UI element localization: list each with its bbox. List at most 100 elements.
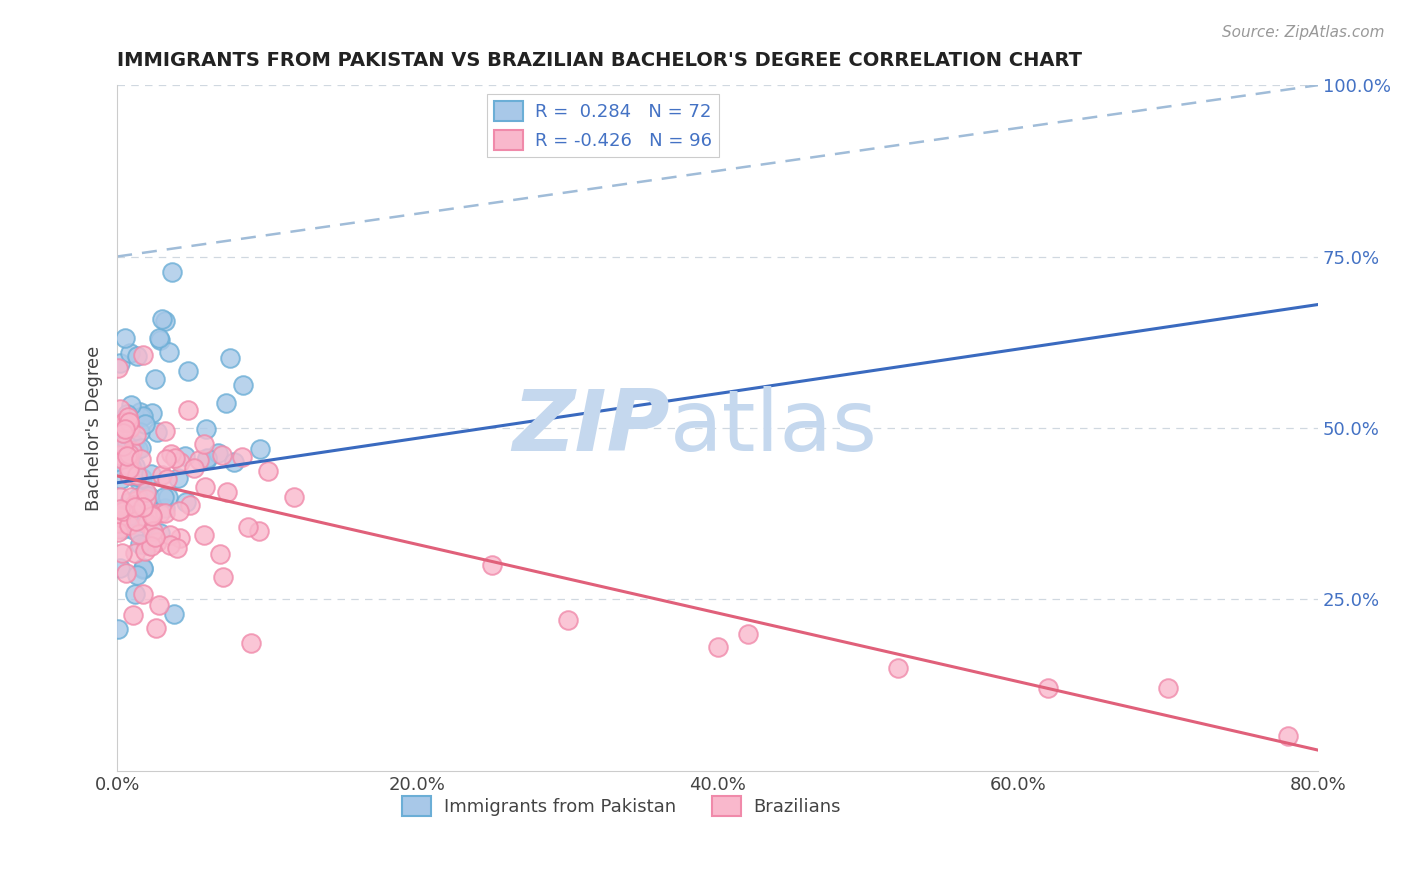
Point [111, 426, 134, 441]
Point [135, 491, 157, 506]
Point [111, 503, 134, 517]
Point [232, 378, 254, 392]
Point [107, 522, 129, 536]
Point [128, 474, 150, 488]
Point [117, 410, 139, 425]
Point [107, 448, 129, 462]
Point [131, 452, 153, 467]
Point [117, 415, 139, 429]
Point [107, 622, 129, 636]
Point [152, 490, 174, 504]
Point [159, 528, 181, 542]
Point [247, 524, 270, 539]
Point [153, 424, 176, 438]
Point [145, 621, 167, 635]
Point [159, 538, 181, 552]
Point [143, 530, 166, 544]
Point [557, 613, 579, 627]
Point [193, 437, 215, 451]
Point [207, 446, 229, 460]
Point [155, 314, 177, 328]
Point [176, 403, 198, 417]
Point [222, 454, 245, 468]
Point [112, 439, 135, 453]
Point [115, 450, 138, 464]
Point [114, 422, 136, 436]
Point [112, 504, 135, 518]
Point [160, 447, 183, 461]
Point [111, 546, 134, 560]
Point [163, 451, 186, 466]
Point [115, 444, 138, 458]
Point [218, 351, 240, 365]
Point [176, 495, 198, 509]
Point [107, 361, 129, 376]
Point [120, 490, 142, 504]
Point [169, 455, 191, 469]
Point [108, 505, 131, 519]
Point [193, 480, 215, 494]
Point [208, 547, 231, 561]
Point [141, 508, 163, 523]
Point [134, 488, 156, 502]
Point [146, 425, 169, 440]
Point [134, 417, 156, 431]
Point [127, 349, 149, 363]
Point [211, 570, 233, 584]
Point [122, 437, 145, 451]
Point [122, 498, 145, 512]
Point [138, 489, 160, 503]
Point [110, 451, 132, 466]
Point [121, 443, 143, 458]
Point [174, 449, 197, 463]
Point [141, 406, 163, 420]
Point [179, 499, 201, 513]
Point [160, 265, 183, 279]
Point [108, 356, 131, 370]
Point [136, 516, 159, 530]
Point [108, 514, 131, 528]
Point [128, 536, 150, 550]
Point [169, 531, 191, 545]
Point [118, 495, 141, 509]
Point [122, 607, 145, 622]
Point [108, 561, 131, 575]
Point [131, 348, 153, 362]
Point [157, 345, 180, 359]
Point [118, 509, 141, 524]
Point [150, 467, 173, 482]
Point [118, 421, 141, 435]
Point [107, 460, 129, 475]
Point [128, 405, 150, 419]
Point [155, 452, 177, 467]
Point [127, 442, 149, 456]
Point [249, 442, 271, 456]
Point [142, 524, 165, 538]
Point [124, 468, 146, 483]
Point [117, 407, 139, 421]
Point [108, 422, 131, 436]
Point [136, 538, 159, 552]
Point [124, 524, 146, 538]
Point [737, 626, 759, 640]
Point [153, 507, 176, 521]
Point [114, 426, 136, 441]
Point [183, 461, 205, 475]
Point [115, 566, 138, 580]
Point [215, 396, 238, 410]
Point [149, 333, 172, 347]
Point [127, 568, 149, 582]
Point [141, 540, 163, 554]
Y-axis label: Bachelor's Degree: Bachelor's Degree [86, 345, 103, 510]
Point [135, 535, 157, 549]
Point [197, 452, 219, 467]
Point [195, 422, 218, 436]
Point [118, 517, 141, 532]
Point [283, 490, 305, 504]
Point [195, 450, 218, 465]
Point [128, 527, 150, 541]
Point [148, 331, 170, 345]
Point [124, 586, 146, 600]
Point [118, 462, 141, 476]
Point [134, 516, 156, 531]
